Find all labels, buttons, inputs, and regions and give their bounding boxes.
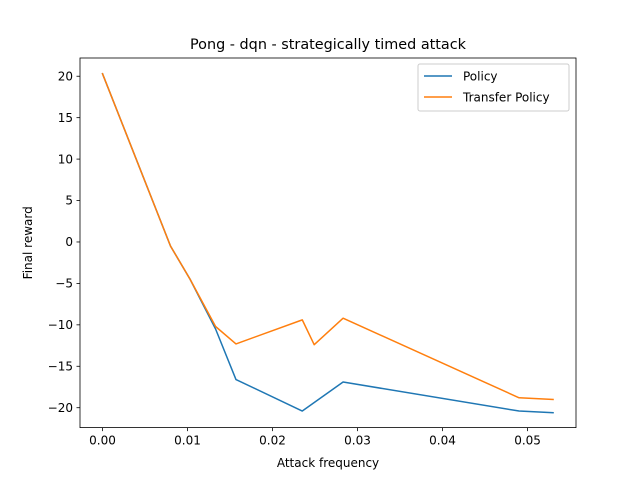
y-tick-label: −5 (55, 277, 73, 291)
x-tick-label: 0.01 (174, 434, 201, 448)
legend: Policy Transfer Policy (417, 63, 570, 112)
x-axis-label: Attack frequency (277, 456, 379, 470)
x-tick-label: 0.05 (514, 434, 541, 448)
y-tick-label: 15 (58, 111, 73, 125)
y-tick-label: 20 (58, 69, 73, 83)
y-axis-label: Final reward (21, 206, 35, 279)
y-tick-label: −15 (48, 359, 73, 373)
y-axis-ticks: 20 15 10 5 0 −5 −10 −15 −20 (48, 69, 80, 415)
y-tick-label: −10 (48, 318, 73, 332)
x-tick-label: 0.03 (344, 434, 371, 448)
x-tick-label: 0.04 (429, 434, 456, 448)
y-tick-label: −20 (48, 401, 73, 415)
chart-title: Pong - dqn - strategically timed attack (190, 37, 467, 53)
plot-layer (101, 72, 554, 414)
y-tick-label: 0 (65, 235, 73, 249)
y-tick-label: 5 (65, 194, 73, 208)
y-tick-label: 10 (58, 152, 73, 166)
series-line-transfer-policy (101, 72, 554, 401)
plot-frame (79, 57, 577, 429)
legend-box (417, 63, 570, 112)
x-axis-ticks: 0.00 0.01 0.02 0.03 0.04 0.05 (89, 427, 541, 448)
x-tick-label: 0.00 (89, 434, 116, 448)
legend-label-transfer-policy: Transfer Policy (462, 91, 550, 105)
legend-label-policy: Policy (463, 70, 498, 84)
x-tick-label: 0.02 (259, 434, 286, 448)
